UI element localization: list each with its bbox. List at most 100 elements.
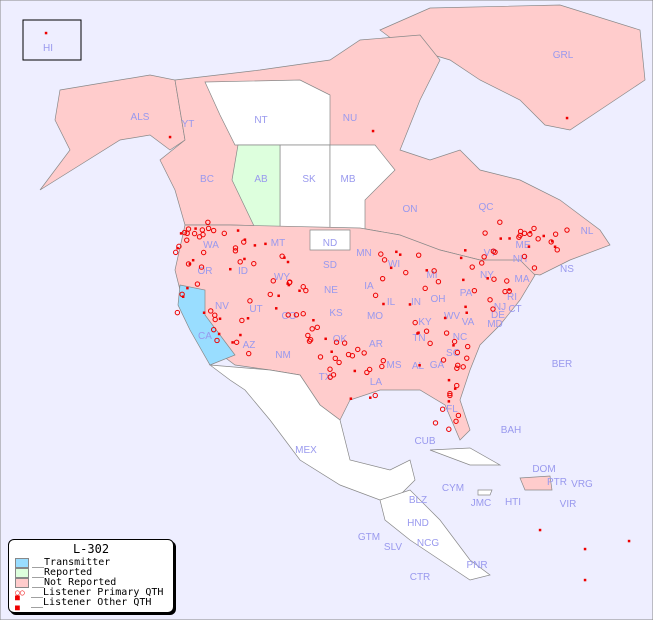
region-label-az: AZ bbox=[243, 340, 256, 351]
listener-primary-qth bbox=[504, 278, 510, 284]
region-label-wa: WA bbox=[203, 240, 219, 251]
listener-other-qth bbox=[277, 294, 280, 298]
region-label-hti: HTI bbox=[505, 497, 521, 508]
listener-primary-qth bbox=[239, 317, 245, 324]
region-label-al: AL bbox=[412, 361, 425, 372]
listener-primary-qth bbox=[247, 298, 253, 304]
listener-primary-qth bbox=[517, 228, 524, 235]
listener-primary-qth bbox=[355, 346, 361, 353]
region-label-mex: MEX bbox=[295, 445, 317, 456]
listener-primary-qth bbox=[443, 330, 450, 336]
region-label-nl: NL bbox=[581, 226, 594, 237]
listener-primary-qth bbox=[185, 261, 192, 267]
listener-primary-qth bbox=[548, 239, 554, 245]
listener-primary-qth bbox=[173, 249, 179, 256]
listener-other-qth bbox=[507, 288, 511, 291]
listener-primary-qth bbox=[380, 357, 386, 364]
region-label-ptr: PTR bbox=[547, 477, 567, 488]
listener-primary-qth bbox=[199, 227, 206, 233]
listener-primary-qth bbox=[198, 264, 205, 270]
listener-primary-qth bbox=[454, 382, 460, 389]
listener-other-qth bbox=[417, 331, 420, 334]
listener-other-qth bbox=[179, 232, 183, 235]
listener-primary-qth bbox=[479, 260, 485, 266]
listener-primary-qth bbox=[267, 291, 273, 298]
region-label-blz: BLZ bbox=[409, 495, 427, 506]
listener-primary-qth bbox=[455, 362, 461, 369]
legend-label: __Listener Other QTH bbox=[31, 597, 152, 608]
listener-primary-qth bbox=[427, 340, 433, 347]
listener-other-qth bbox=[508, 237, 511, 240]
listener-primary-qth bbox=[451, 338, 458, 345]
listener-other-qth bbox=[553, 245, 557, 249]
listener-other-qth bbox=[583, 547, 587, 551]
listener-other-qth bbox=[371, 129, 375, 133]
saskatchewan bbox=[279, 144, 331, 229]
listener-other-qth bbox=[583, 578, 587, 582]
listener-primary-qth bbox=[341, 340, 348, 346]
listener-other-qth bbox=[529, 230, 532, 234]
listener-primary-qth bbox=[487, 297, 493, 303]
listener-primary-qth bbox=[330, 372, 337, 378]
region-label-vir: VIR bbox=[560, 499, 577, 510]
region-label-md: MD bbox=[487, 319, 503, 330]
listener-other-qth bbox=[239, 333, 242, 337]
listener-primary-qth bbox=[205, 219, 211, 225]
listener-primary-qth bbox=[490, 248, 497, 254]
region-label-ny: NY bbox=[480, 270, 494, 281]
legend-primary-qth: ○○ __Listener Primary QTH bbox=[9, 588, 173, 598]
listener-primary-qth bbox=[531, 265, 538, 271]
region-label-ca: CA bbox=[198, 331, 212, 342]
listener-primary-qth bbox=[314, 324, 320, 331]
legend-label: __Not Reported bbox=[32, 577, 117, 588]
listener-primary-qth bbox=[194, 281, 201, 287]
listener-primary-qth bbox=[317, 354, 324, 360]
usa bbox=[174, 224, 536, 441]
listener-primary-qth bbox=[364, 369, 370, 376]
region-label-nt: NT bbox=[254, 115, 267, 126]
region-label-ar: AR bbox=[369, 339, 383, 350]
region-label-de: DE bbox=[491, 310, 505, 321]
region-label-mt: MT bbox=[271, 238, 285, 249]
listener-primary-qth bbox=[279, 253, 285, 259]
listener-primary-qth bbox=[379, 363, 385, 370]
region-label-ga: GA bbox=[430, 360, 445, 371]
listener-primary-qth bbox=[200, 249, 207, 256]
listener-other-qth bbox=[382, 302, 385, 306]
listener-other-qth bbox=[349, 397, 353, 400]
hispaniola bbox=[519, 475, 553, 491]
region-label-nu: NU bbox=[343, 113, 357, 124]
region-label-oh: OH bbox=[431, 294, 446, 305]
listener-other-qth bbox=[176, 246, 179, 250]
listener-other-qth bbox=[168, 135, 172, 139]
listener-other-qth bbox=[202, 311, 206, 314]
listener-primary-qth bbox=[185, 226, 192, 232]
listener-other-qth bbox=[499, 237, 503, 240]
listener-primary-qth bbox=[211, 326, 217, 333]
mexico bbox=[208, 364, 416, 501]
listener-primary-qth bbox=[176, 243, 182, 250]
listener-other-qth bbox=[264, 242, 267, 246]
region-label-nv: NV bbox=[215, 301, 229, 312]
region-label-cub: CUB bbox=[414, 436, 435, 447]
region-label-mn: MN bbox=[356, 248, 372, 259]
region-label-mb: MB bbox=[341, 174, 356, 185]
listener-primary-qth bbox=[381, 257, 388, 263]
california bbox=[177, 284, 236, 366]
legend-label: __Listener Primary QTH bbox=[31, 587, 164, 598]
region-label-pa: PA bbox=[460, 288, 473, 299]
listener-primary-qth bbox=[481, 254, 487, 260]
open-circle-icon: ○○ bbox=[15, 588, 25, 597]
region-label-fl: FL bbox=[446, 404, 458, 415]
listener-other-qth bbox=[389, 266, 393, 270]
listener-other-qth bbox=[218, 317, 222, 320]
listener-primary-qth bbox=[453, 418, 459, 424]
region-label-ns: NS bbox=[560, 264, 574, 275]
listener-primary-qth bbox=[214, 337, 220, 344]
region-label-nm: NM bbox=[275, 350, 291, 361]
region-label-ma: MA bbox=[515, 274, 530, 285]
listener-other-qth bbox=[465, 311, 468, 314]
listener-other-qth bbox=[217, 332, 221, 336]
